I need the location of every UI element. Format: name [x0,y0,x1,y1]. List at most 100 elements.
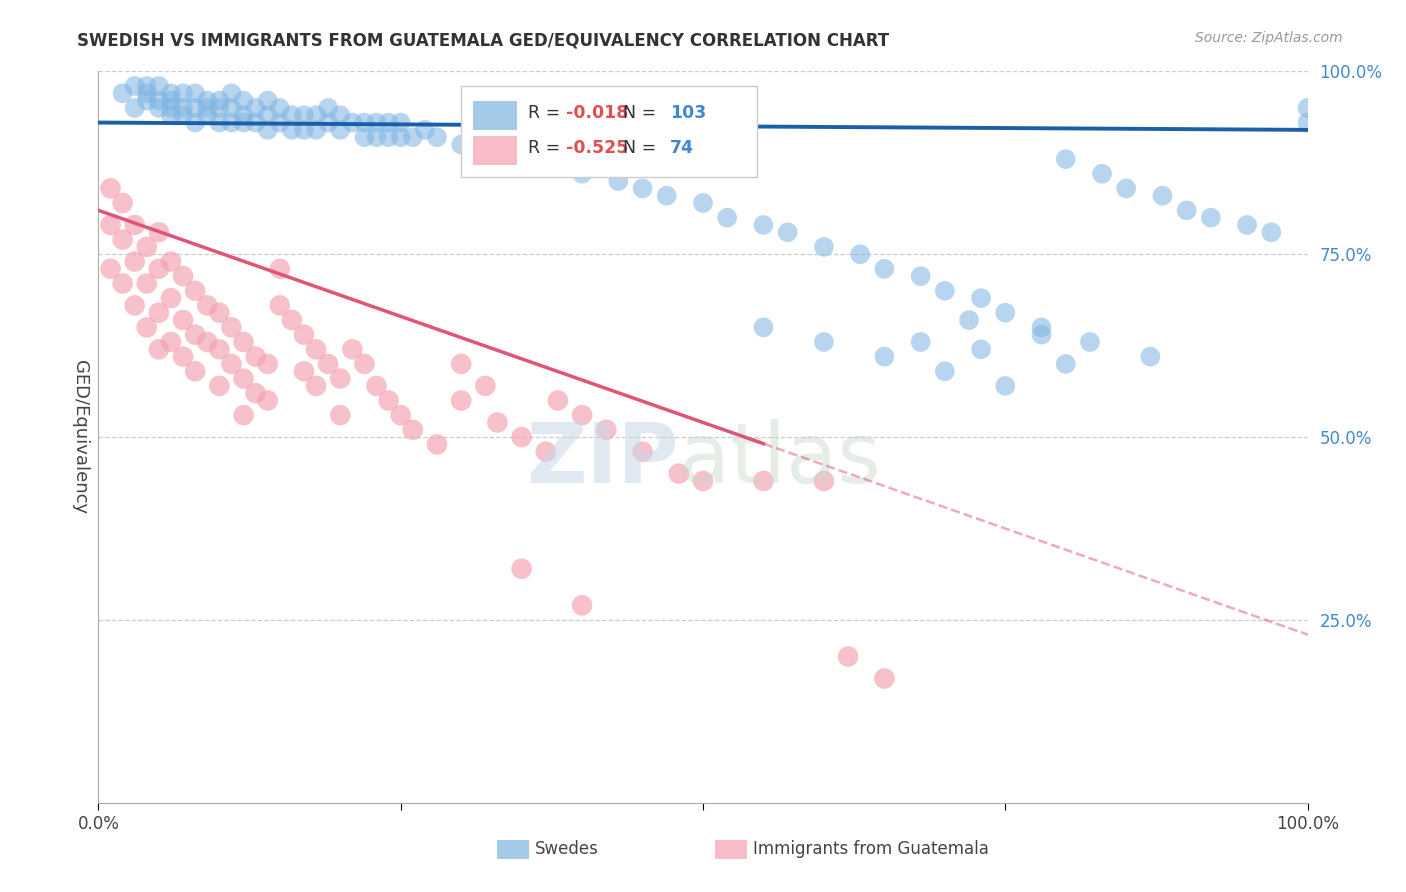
Text: ZIP: ZIP [526,418,679,500]
Text: 103: 103 [671,104,707,122]
Text: atlas: atlas [679,418,880,500]
Point [232,408,254,422]
Point [595,423,617,437]
Point [486,145,509,159]
Text: N =: N = [613,139,662,157]
Point [305,379,328,393]
Point [1054,152,1077,166]
Text: Immigrants from Guatemala: Immigrants from Guatemala [752,840,988,858]
Point [232,334,254,349]
Point [256,393,278,408]
Point [813,240,835,254]
Point [184,364,207,378]
Point [100,181,122,195]
Point [111,277,134,291]
Point [534,444,557,458]
Point [402,130,425,145]
Point [221,357,243,371]
Point [1296,115,1319,129]
Point [486,416,509,430]
Point [135,94,157,108]
Point [389,115,412,129]
Point [232,115,254,129]
Point [934,284,956,298]
Point [269,298,291,312]
Point [1031,327,1053,342]
Point [813,474,835,488]
Point [366,115,388,129]
Point [389,130,412,145]
Point [510,152,533,166]
Point [160,334,183,349]
Text: R =: R = [527,104,565,122]
FancyBboxPatch shape [461,86,758,178]
Y-axis label: GED/Equivalency: GED/Equivalency [70,360,89,514]
Point [1139,350,1161,364]
Point [631,181,654,195]
Point [208,343,231,357]
Point [547,393,569,408]
Point [994,379,1017,393]
Point [510,562,533,576]
Point [208,94,231,108]
Point [970,291,993,305]
Point [100,218,122,232]
Text: -0.018: -0.018 [567,104,628,122]
Point [716,211,738,225]
Point [837,649,859,664]
Point [245,386,267,401]
FancyBboxPatch shape [716,840,747,859]
Point [195,334,218,349]
Point [111,196,134,211]
Point [160,94,183,108]
Point [172,101,194,115]
Point [873,672,896,686]
Point [195,298,218,312]
Point [160,108,183,122]
Point [124,254,146,268]
Point [1078,334,1101,349]
Point [1115,181,1137,195]
Point [172,350,194,364]
Point [172,87,194,101]
Point [124,101,146,115]
Point [195,101,218,115]
Point [1296,101,1319,115]
Point [111,233,134,247]
Point [292,123,315,137]
Point [571,167,593,181]
Point [135,320,157,334]
Point [970,343,993,357]
Point [668,467,690,481]
Point [148,225,170,239]
Text: 74: 74 [671,139,695,157]
Point [849,247,872,261]
Text: SWEDISH VS IMMIGRANTS FROM GUATEMALA GED/EQUIVALENCY CORRELATION CHART: SWEDISH VS IMMIGRANTS FROM GUATEMALA GED… [77,31,890,49]
Point [256,94,278,108]
Point [377,393,399,408]
Point [353,357,375,371]
Point [221,115,243,129]
Point [256,123,278,137]
Point [329,123,352,137]
Point [232,108,254,122]
Point [160,254,183,268]
Point [100,261,122,276]
Point [377,130,399,145]
Point [571,599,593,613]
Point [172,108,194,122]
Point [873,350,896,364]
Point [1054,357,1077,371]
Text: N =: N = [613,104,662,122]
Point [160,101,183,115]
Point [281,313,304,327]
Point [353,130,375,145]
Point [148,94,170,108]
Point [316,357,339,371]
Point [752,218,775,232]
Point [655,188,678,202]
Point [1260,225,1282,239]
Point [934,364,956,378]
Point [148,101,170,115]
Point [148,343,170,357]
